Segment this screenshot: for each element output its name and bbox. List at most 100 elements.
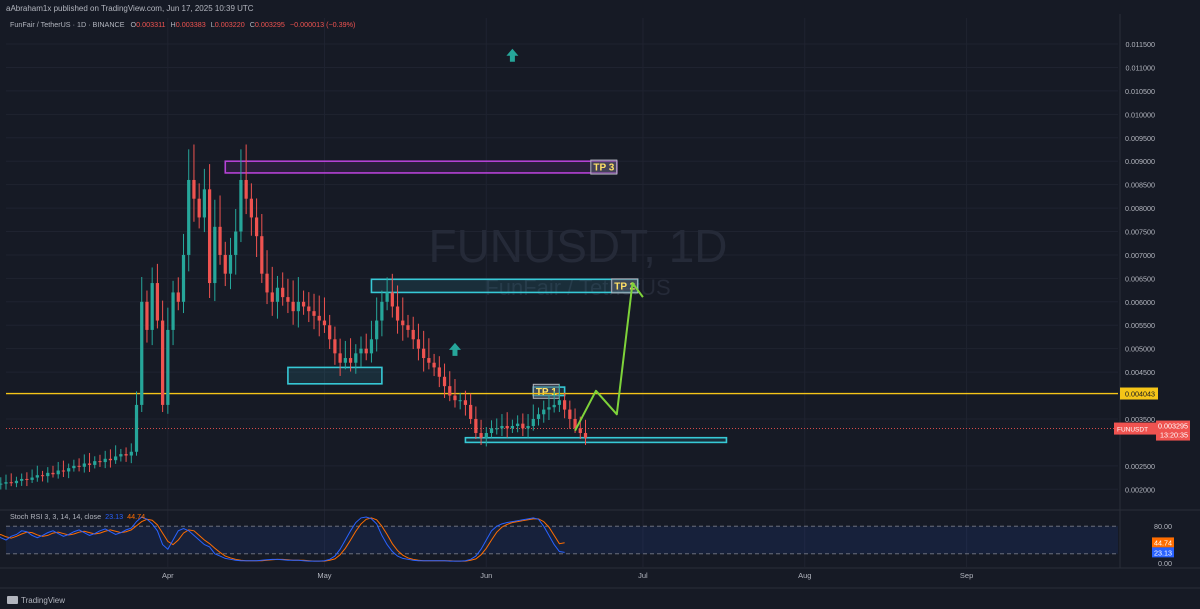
zones: TP 3 TP 2 TP 1 <box>224 159 728 444</box>
grid <box>0 14 1200 589</box>
price-tick-label: 0.006000 <box>1125 298 1155 307</box>
time-tick-label: Jun <box>480 571 492 580</box>
candle-body <box>61 470 66 472</box>
price-axis[interactable]: 0.011500 0.011000 0.010500 0.010000 0.009500… <box>1114 40 1190 568</box>
up-arrow-icon <box>448 342 461 356</box>
candle-body <box>14 480 19 484</box>
current-symbol-label: FUNUSDT <box>1117 427 1148 434</box>
candle-body <box>98 461 102 463</box>
candle-body <box>72 465 76 469</box>
candle-body <box>411 329 415 340</box>
zone-label: TP 2 <box>614 281 635 292</box>
candle-body <box>51 472 55 475</box>
level-price-tag <box>1120 387 1158 400</box>
legend-h-value: 0.003383 <box>176 20 206 29</box>
candle-body <box>228 254 233 274</box>
price-tick-label: 0.010000 <box>1125 110 1155 119</box>
candle-body <box>338 353 342 363</box>
candle-body <box>385 292 389 302</box>
candle-body <box>93 461 97 465</box>
candle-body <box>244 179 248 199</box>
candle-body <box>171 292 175 330</box>
candle-body <box>25 478 29 480</box>
watermark-ticker: FUNUSDT, 1D <box>428 220 727 272</box>
legend-change: −0.000013 (−0.39%) <box>290 20 356 29</box>
candle-body <box>422 348 426 359</box>
candle-body <box>348 358 353 363</box>
legend-o-value: 0.003311 <box>136 20 165 29</box>
legend-c-value: 0.003295 <box>255 20 285 29</box>
zone-label-box <box>590 159 618 175</box>
candle-body <box>134 404 139 452</box>
countdown-label: 13:20:35 <box>1160 431 1188 440</box>
price-tick-label: 0.008500 <box>1125 181 1155 190</box>
candle-body <box>145 301 149 330</box>
candle-body <box>114 456 118 461</box>
candle-body <box>583 433 588 438</box>
candle-body <box>46 472 50 477</box>
tradingview-logo[interactable]: TradingView <box>7 596 65 605</box>
candle-body <box>281 287 285 298</box>
candle-body <box>328 325 332 340</box>
candle-body <box>364 348 368 354</box>
candle-body <box>322 320 327 326</box>
candle-body <box>453 395 457 401</box>
candle-body <box>568 409 572 419</box>
ohlc-legend: FunFair / TetherUS · 1D · BINANCE O0.003… <box>10 20 355 29</box>
candle-body <box>333 339 337 354</box>
candle-body <box>35 475 39 478</box>
candle-body <box>495 428 499 430</box>
time-axis[interactable]: Apr May Jun Jul Aug Sep <box>162 571 973 580</box>
candle-body <box>30 477 34 480</box>
zone-label: TP 3 <box>593 163 614 174</box>
candle-body <box>234 231 238 255</box>
price-tick-label: 0.007000 <box>1125 251 1155 260</box>
candle-body <box>359 348 363 354</box>
candle-body <box>40 475 45 477</box>
arrows <box>448 48 519 356</box>
candle-body <box>67 468 71 472</box>
candle-body <box>307 306 311 312</box>
candle-body <box>505 425 509 429</box>
candle-body <box>578 428 582 434</box>
candle-body <box>469 404 473 419</box>
candle-body <box>291 301 295 312</box>
up-arrow-icon <box>506 48 519 62</box>
price-tick-label: 0.009500 <box>1125 134 1155 143</box>
candle-body <box>239 179 243 232</box>
candle-body <box>516 423 520 426</box>
price-tick-label: 0.011000 <box>1126 63 1155 72</box>
stoch-k-tag <box>1152 547 1174 558</box>
candle-body <box>254 217 259 237</box>
candle-body <box>56 470 60 475</box>
candle-body <box>155 283 160 321</box>
candle-body <box>479 433 483 438</box>
price-tick-label: 0.003500 <box>1125 415 1155 424</box>
candle-body <box>140 301 144 405</box>
current-price-label: 0.003295 <box>1158 422 1188 431</box>
candle-body <box>432 362 436 368</box>
candle-body <box>458 400 462 402</box>
candle-body <box>218 226 222 255</box>
time-tick-label: Jul <box>638 571 648 580</box>
legend-symbol: FunFair / TetherUS · 1D · BINANCE <box>10 20 125 29</box>
price-tick-label: 0.005500 <box>1125 321 1155 330</box>
candle-body <box>119 454 123 457</box>
price-tick-label: 0.004500 <box>1125 368 1155 377</box>
candle-body <box>296 301 300 312</box>
candle-body <box>129 451 133 456</box>
candle-body <box>0 483 3 485</box>
candle-body <box>161 320 165 405</box>
candle-body <box>536 414 541 419</box>
price-tick-label: 0.007500 <box>1125 228 1155 237</box>
candle-body <box>20 478 24 481</box>
footer-brand: TradingView <box>21 596 65 605</box>
candle-body <box>223 254 227 274</box>
candle-body <box>286 297 290 302</box>
candle-body <box>531 418 535 426</box>
stoch-d-tag <box>1152 537 1174 548</box>
candle-body <box>484 433 488 438</box>
candle-body <box>542 409 546 415</box>
